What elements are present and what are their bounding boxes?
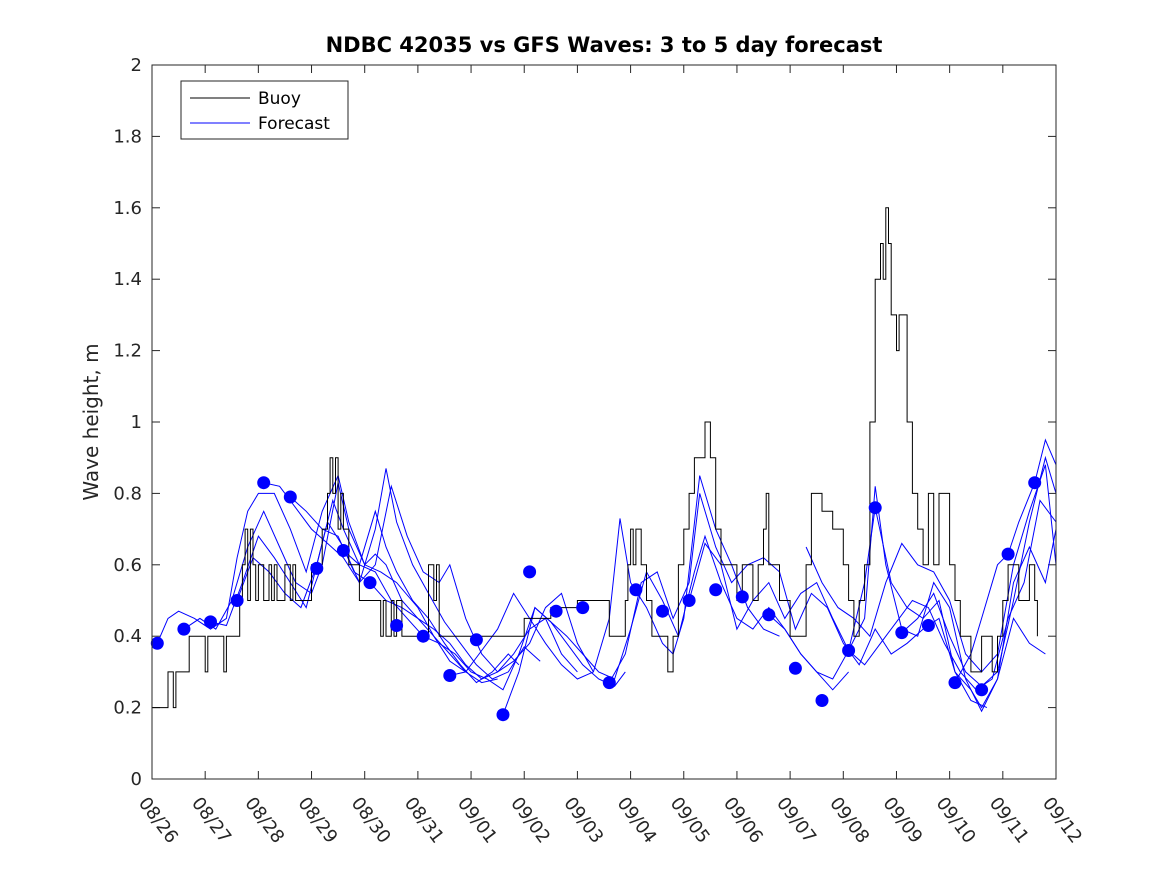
forecast-point — [523, 565, 537, 579]
forecast-point — [1028, 476, 1042, 490]
forecast-point — [230, 594, 244, 607]
forecast-point — [975, 683, 989, 697]
forecast-point — [177, 622, 191, 636]
y-tick-label: 0.8 — [113, 483, 142, 504]
forecast-series-line — [768, 507, 1057, 709]
forecast-series-line — [805, 464, 1057, 673]
forecast-point — [895, 626, 909, 640]
forecast-point — [150, 636, 164, 650]
y-tick-label: 1.8 — [113, 126, 142, 147]
y-tick-label: 0.6 — [113, 555, 142, 576]
forecast-point — [762, 608, 776, 622]
forecast-point — [682, 594, 696, 607]
forecast-series-line — [156, 474, 466, 673]
y-tick-label: 1.2 — [113, 341, 142, 362]
forecast-point — [656, 604, 669, 618]
buoy-series-line — [152, 207, 1038, 709]
forecast-point — [921, 619, 935, 632]
forecast-point — [416, 629, 430, 643]
y-axis-label: Wave height, m — [79, 343, 103, 500]
forecast-point — [629, 583, 643, 597]
forecast-point — [735, 590, 749, 604]
forecast-point — [283, 490, 297, 504]
forecast-point — [868, 501, 882, 515]
legend: Buoy Forecast — [180, 80, 349, 140]
y-tick-label: 2 — [131, 55, 142, 76]
forecast-point — [257, 476, 271, 490]
axes-box — [151, 64, 1057, 780]
y-tick-label: 0 — [131, 769, 142, 790]
y-tick-label: 0.2 — [113, 698, 142, 719]
legend-forecast-label: Forecast — [258, 114, 330, 134]
forecast-point — [310, 561, 324, 575]
plot-data — [150, 207, 1057, 722]
forecast-point — [336, 544, 350, 557]
forecast-point — [602, 676, 616, 690]
y-tick-label: 1.4 — [113, 269, 142, 290]
forecast-point — [815, 694, 829, 707]
forecast-point — [390, 619, 404, 632]
y-tick-label: 0.4 — [113, 626, 142, 647]
forecast-point — [363, 576, 377, 590]
legend-box — [180, 80, 349, 140]
forecast-point — [204, 615, 217, 629]
forecast-point — [549, 604, 563, 618]
forecast-point — [1001, 547, 1015, 561]
forecast-point — [443, 669, 457, 682]
forecast-point — [469, 633, 483, 647]
forecast-point — [496, 708, 510, 722]
legend-buoy-label: Buoy — [258, 89, 301, 109]
forecast-point — [842, 644, 856, 657]
forecast-point — [576, 601, 590, 615]
forecast-point — [788, 661, 802, 675]
forecast-series-line — [210, 498, 520, 684]
y-tick-label: 1.6 — [113, 198, 142, 219]
chart-title: NDBC 42035 vs GFS Waves: 3 to 5 day fore… — [326, 33, 883, 57]
y-tick-label: 1 — [131, 412, 142, 433]
plot-area — [152, 65, 1056, 779]
forecast-point — [948, 676, 962, 690]
forecast-series-line — [848, 499, 1057, 691]
forecast-point — [709, 583, 723, 597]
